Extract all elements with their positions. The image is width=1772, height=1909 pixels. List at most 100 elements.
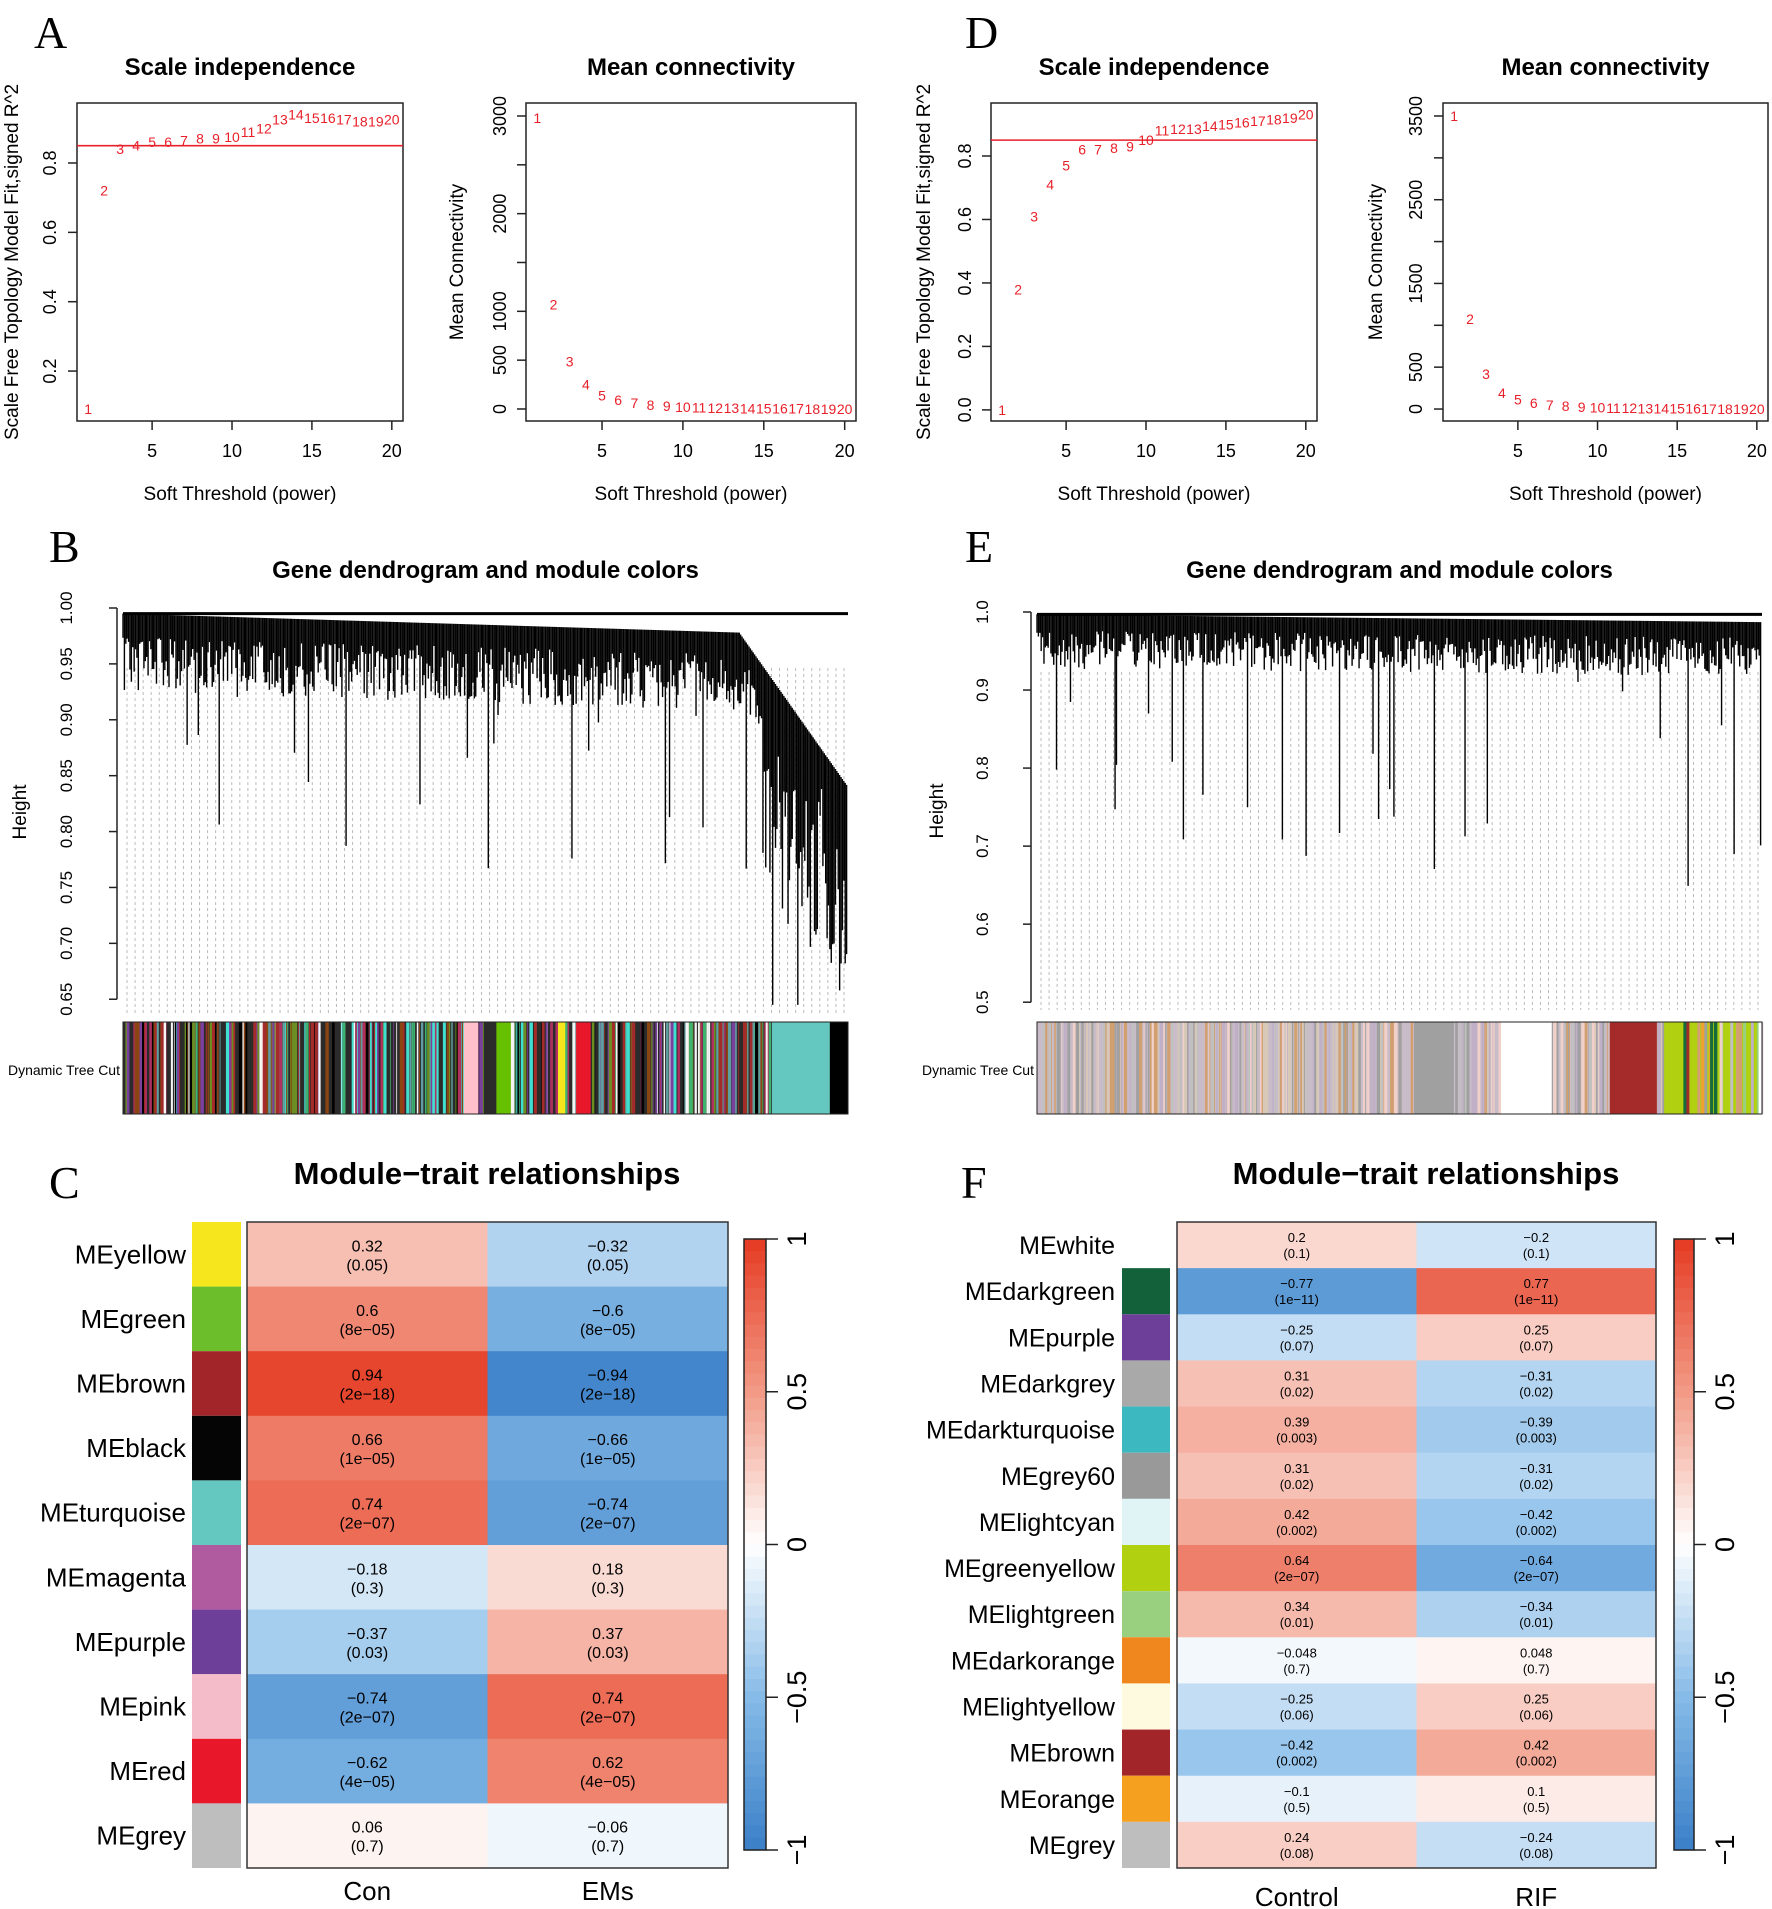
data-point-label: 9	[663, 398, 671, 414]
module-stripe	[1247, 1022, 1251, 1114]
module-stripe	[446, 1022, 449, 1114]
data-point-label: 10	[224, 129, 240, 145]
module-stripe	[409, 1022, 411, 1114]
correlation-value: 0.62	[592, 1755, 623, 1772]
scatter-A-scale: Scale independence Soft Threshold (power)…	[2, 54, 404, 505]
module-stripe	[1730, 1022, 1734, 1114]
p-value: (0.5)	[1523, 1800, 1550, 1815]
correlation-value: −0.74	[347, 1691, 388, 1708]
module-stripe	[211, 1022, 215, 1114]
module-stripe	[1381, 1022, 1384, 1114]
heatmap-cell	[1177, 1222, 1417, 1269]
module-row-label: MEgreen	[81, 1304, 187, 1334]
colorbar-step	[1674, 1287, 1694, 1301]
colorbar-step	[744, 1544, 766, 1558]
module-stripe	[184, 1022, 187, 1114]
module-color-swatch	[1122, 1406, 1170, 1453]
heatmap-cell	[1177, 1545, 1417, 1592]
module-stripe	[1719, 1022, 1723, 1114]
module-stripe	[383, 1022, 387, 1114]
module-stripe	[161, 1022, 165, 1114]
colorbar-step	[744, 1410, 766, 1423]
colorbar-step	[1674, 1446, 1694, 1460]
module-stripe	[1121, 1022, 1123, 1114]
data-point-label: 5	[1514, 391, 1522, 407]
heatmap-cell	[1416, 1637, 1657, 1684]
data-point-label: 7	[1094, 142, 1102, 158]
data-point-label: 16	[320, 110, 336, 126]
module-stripe	[308, 1022, 311, 1114]
module-stripe	[1245, 1022, 1249, 1114]
colorbar-step	[1674, 1385, 1694, 1399]
module-stripe	[1410, 1022, 1414, 1114]
module-stripe	[424, 1022, 427, 1114]
module-stripe	[738, 1022, 740, 1114]
data-point-label: 16	[1234, 115, 1250, 131]
heatmap-cell	[1416, 1268, 1657, 1315]
data-point-label: 14	[288, 106, 304, 122]
y-tick-label: 1.0	[973, 600, 992, 624]
module-stripe	[726, 1022, 729, 1114]
colorbar-step	[744, 1678, 766, 1692]
module-color-swatch	[192, 1545, 241, 1610]
module-stripe	[270, 1022, 272, 1114]
module-color-swatch	[192, 1286, 241, 1352]
module-stripe	[1701, 1022, 1705, 1114]
module-stripe	[1078, 1022, 1080, 1114]
module-stripe	[1114, 1022, 1116, 1114]
module-stripe	[1477, 1022, 1481, 1114]
module-stripe	[1081, 1022, 1084, 1114]
module-stripe	[400, 1022, 404, 1114]
module-stripe	[362, 1022, 365, 1114]
data-point-label: 1	[1450, 108, 1458, 124]
heatmap-cell	[1177, 1268, 1417, 1315]
module-stripe	[600, 1022, 604, 1114]
module-stripe	[682, 1022, 684, 1114]
module-color-swatch	[1122, 1314, 1170, 1361]
data-point-label: 17	[1701, 401, 1717, 417]
heatmap-frame	[246, 1221, 729, 1869]
y-tick-label: 0.7	[973, 834, 992, 858]
data-point-label: 19	[1733, 401, 1749, 417]
x-tick-label: 10	[1136, 441, 1156, 461]
colorbar-step	[1674, 1752, 1694, 1766]
p-value: (2e−07)	[580, 1710, 636, 1727]
data-point-label: 1	[84, 401, 92, 417]
data-point-label: 15	[1669, 401, 1685, 417]
module-row-label: MEpink	[99, 1692, 187, 1722]
heatmap-cell	[1416, 1314, 1657, 1361]
module-stripe	[1319, 1022, 1323, 1114]
module-color-swatch	[192, 1738, 241, 1804]
module-stripe	[1056, 1022, 1060, 1114]
colorbar-step	[1674, 1813, 1694, 1827]
module-stripe	[1151, 1022, 1155, 1114]
colorbar-step	[744, 1251, 766, 1265]
colorbar-tick-label: 1	[1710, 1231, 1740, 1246]
heatmap-cell	[487, 1545, 729, 1611]
module-stripe	[1089, 1022, 1092, 1114]
panel-letter: F	[961, 1157, 987, 1208]
chart-title: Module−trait relationships	[294, 1156, 681, 1191]
module-stripe	[651, 1022, 653, 1114]
colorbar-step	[744, 1324, 766, 1338]
colorbar-step	[744, 1507, 766, 1521]
module-stripe	[1346, 1022, 1348, 1114]
data-point-label: 17	[336, 112, 352, 128]
data-point-label: 12	[256, 120, 272, 136]
module-stripe	[768, 1022, 772, 1114]
heatmap-cell	[247, 1480, 488, 1546]
correlation-value: 0.2	[1288, 1230, 1306, 1245]
x-axis-label: Soft Threshold (power)	[1509, 484, 1702, 505]
colorbar-step	[1674, 1458, 1694, 1472]
module-stripe	[369, 1022, 372, 1114]
module-stripe	[626, 1022, 630, 1114]
heatmap-cell	[1177, 1821, 1417, 1869]
module-stripe	[411, 1022, 414, 1114]
module-stripe	[641, 1022, 645, 1114]
colorbar-step	[744, 1617, 766, 1631]
module-stripe	[1350, 1022, 1352, 1114]
module-stripe	[1085, 1022, 1088, 1114]
correlation-value: 0.42	[1524, 1738, 1549, 1753]
heatmap-cell	[247, 1351, 488, 1417]
module-stripe	[1163, 1022, 1166, 1114]
